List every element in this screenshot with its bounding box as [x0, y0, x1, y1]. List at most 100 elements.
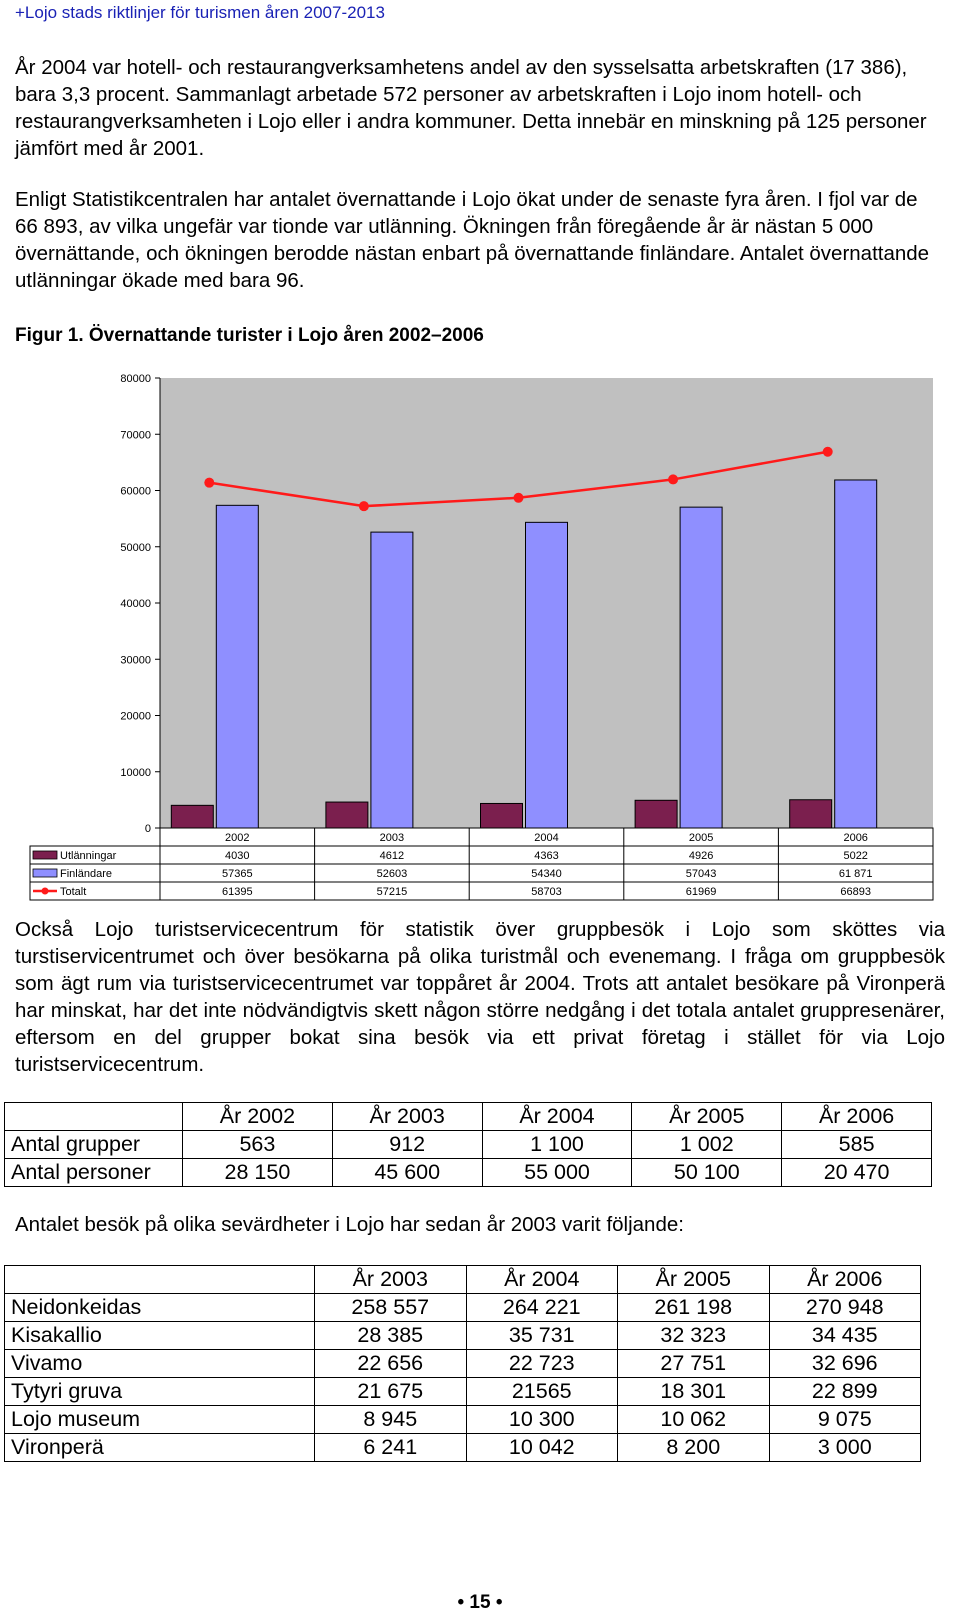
paragraph-overnight-stays: Enligt Statistikcentralen har antalet öv… [15, 188, 930, 292]
table-cell: 27 751 [617, 1349, 770, 1378]
bars [170, 479, 878, 829]
table-cell: 3 000 [768, 1433, 921, 1462]
table-cell: År 2006 [781, 1102, 932, 1131]
document-header: +Lojo stads riktlinjer för turismen åren… [15, 3, 385, 22]
table-cell: 20 470 [781, 1158, 932, 1187]
table-cell: 10 042 [465, 1433, 618, 1462]
page-footer: • 15 • [0, 1592, 960, 1614]
sights-visits-table: År 2003 År 2004 År 2005 År 2006 Neidonkeidas… [4, 1265, 921, 1462]
table-cell: 9 075 [768, 1405, 921, 1434]
sights-row: Vironperä 6 241 10 042 8 200 3 000 [4, 1433, 921, 1462]
y-tick-label: 20000 [120, 711, 151, 723]
legend-swatch-finländare [32, 868, 58, 878]
paragraph-sights-intro: Antalet besök på olika sevärdheter i Loj… [15, 1213, 684, 1236]
total-point-2002 [204, 477, 215, 488]
table-cell: År 2005 [617, 1265, 770, 1294]
group-visits-table: År 2002 År 2003 År 2004 År 2005 År 2006 Antal… [4, 1102, 932, 1187]
data-label-utlänningar-2003: 4612 [380, 850, 404, 862]
data-label-totalt-2004: 58703 [531, 886, 562, 898]
overnight-tourists-chart: 0 10000 20000 30000 40000 50000 60000 70000 8000… [29, 373, 934, 901]
data-label-utlänningar-2005: 4926 [689, 850, 713, 862]
bar-finländare-2003 [370, 531, 414, 829]
row-label [4, 1102, 183, 1131]
table-cell: 6 241 [314, 1433, 467, 1462]
table-cell: 50 100 [631, 1158, 783, 1187]
table-cell: År 2006 [768, 1265, 921, 1294]
total-point-2006 [822, 446, 833, 457]
table-cell: 1 100 [481, 1130, 633, 1159]
bar-finländare-2002 [215, 504, 259, 829]
table-cell: 1 002 [631, 1130, 783, 1159]
total-line [204, 446, 833, 512]
row-label: Antal grupper [4, 1130, 183, 1159]
legend-swatch-utlänningar [32, 850, 58, 860]
total-point-2004 [513, 492, 524, 503]
sights-row: Neidonkeidas 258 557 264 221 261 198 270 948 [4, 1293, 921, 1322]
bar-finländare-2005 [679, 506, 723, 829]
total-point-2005 [668, 474, 679, 485]
row-label: Lojo museum [4, 1405, 315, 1434]
sights-row: Tytyri gruva 21 675 21565 18 301 22 899 [4, 1377, 921, 1406]
bar-utlänningar-2002 [170, 804, 214, 829]
row-label: Kisakallio [4, 1321, 315, 1350]
table-cell: År 2002 [182, 1102, 333, 1131]
table-cell: 32 323 [617, 1321, 770, 1350]
data-label-finländare-2005: 57043 [686, 868, 717, 880]
table-cell: 10 062 [617, 1405, 770, 1434]
table-body [29, 845, 934, 901]
table-cell: 10 300 [465, 1405, 618, 1434]
row-label: Neidonkeidas [4, 1293, 315, 1322]
table-cell: År 2004 [481, 1102, 633, 1131]
table-cell: 261 198 [617, 1293, 770, 1322]
data-label-finländare-2006: 61 871 [839, 868, 873, 880]
table-cell: 264 221 [465, 1293, 618, 1322]
table-cell: 35 731 [465, 1321, 618, 1350]
bar-finländare-2004 [525, 521, 568, 829]
row-label [4, 1265, 315, 1294]
y-tick-label: 10000 [120, 767, 151, 779]
sights-row: Lojo museum 8 945 10 300 10 062 9 075 [4, 1405, 921, 1434]
table-cell: 912 [331, 1130, 483, 1159]
table-cell: 8 945 [314, 1405, 467, 1434]
paragraph-employment: År 2004 var hotell- och restaurangverksa… [15, 56, 927, 160]
y-tick-label: 30000 [120, 654, 151, 666]
legend-label-finländare: Finländare [60, 868, 112, 880]
category-label-2003: 2003 [380, 832, 404, 844]
bar-utlänningar-2004 [480, 802, 523, 829]
page-number: 15 [469, 1592, 491, 1613]
table-cell: 28 385 [314, 1321, 467, 1350]
category-label-2004: 2004 [534, 832, 558, 844]
data-label-utlänningar-2006: 5022 [843, 850, 867, 862]
table-cell: 22 656 [314, 1349, 467, 1378]
bar-utlänningar-2003 [325, 801, 369, 829]
table-cell: 258 557 [314, 1293, 467, 1322]
table-cell: 28 150 [182, 1158, 333, 1187]
bar-utlänningar-2005 [634, 799, 678, 829]
legend-swatch-point [41, 887, 49, 895]
bullet-right: • [495, 1592, 503, 1613]
data-label-utlänningar-2004: 4363 [534, 850, 558, 862]
chart-data-table: 2002 2003 2004 2005 2006 Utlänningar 4030 4612 4… [29, 827, 934, 901]
table-cell: 21565 [465, 1377, 618, 1406]
bullet-left: • [457, 1592, 465, 1613]
data-label-finländare-2004: 54340 [531, 868, 562, 880]
table-cell: 55 000 [481, 1158, 633, 1187]
table-cell: År 2005 [631, 1102, 783, 1131]
legend-label-utlänningar: Utlänningar [60, 850, 117, 862]
table-cell: 18 301 [617, 1377, 770, 1406]
category-label-2006: 2006 [843, 832, 867, 844]
data-label-totalt-2002: 61395 [222, 886, 253, 898]
y-tick-label: 80000 [120, 373, 151, 385]
y-tick-label: 0 [145, 823, 151, 835]
y-axis: 0 10000 20000 30000 40000 50000 60000 70000 8000… [120, 373, 161, 835]
data-label-totalt-2005: 61969 [686, 886, 717, 898]
sights-header-row: År 2003 År 2004 År 2005 År 2006 [4, 1265, 921, 1294]
table-cell: 32 696 [768, 1349, 921, 1378]
y-tick-label: 40000 [120, 598, 151, 610]
data-label-totalt-2003: 57215 [377, 886, 408, 898]
table-cell: 34 435 [768, 1321, 921, 1350]
row-label: Antal personer [4, 1158, 183, 1187]
bar-finländare-2006 [834, 479, 878, 829]
table-cell: 45 600 [331, 1158, 483, 1187]
data-label-finländare-2003: 52603 [377, 868, 408, 880]
